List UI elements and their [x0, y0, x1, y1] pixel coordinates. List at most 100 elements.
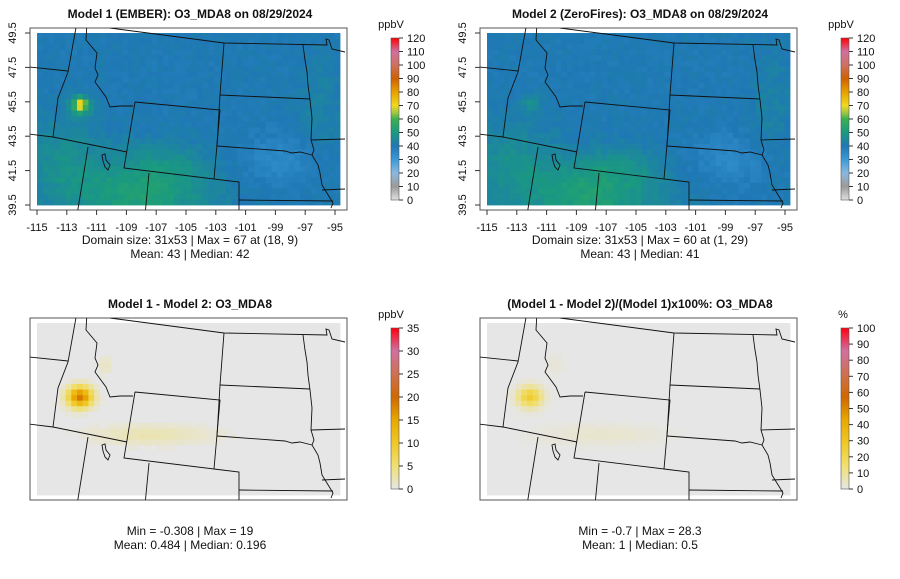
heatmap-cell [259, 138, 267, 145]
heatmap-cell [538, 33, 545, 39]
heatmap-cell [48, 94, 55, 100]
heatmap-cell [521, 188, 528, 195]
heatmap-cell [42, 110, 49, 117]
heatmap-cell [242, 60, 249, 67]
heatmap-cell [767, 105, 774, 112]
heatmap-cell [715, 116, 722, 123]
heatmap-cell [185, 400, 192, 407]
heatmap-cell [185, 356, 192, 363]
heatmap-cell [48, 445, 55, 452]
heatmap-cell [202, 372, 209, 379]
heatmap-cell [492, 99, 499, 106]
heatmap-cell [584, 33, 591, 39]
heatmap-cell [334, 395, 341, 402]
heatmap-cell [162, 166, 169, 173]
heatmap-cell [658, 171, 665, 178]
heatmap-cell [259, 456, 267, 463]
heatmap-cell [487, 55, 494, 62]
heatmap-cell [567, 82, 574, 89]
heatmap-cell [299, 372, 307, 379]
heatmap-cell [42, 456, 49, 463]
heatmap-cell [168, 149, 175, 156]
heatmap-cell [282, 188, 289, 195]
heatmap-cell [271, 193, 278, 200]
heatmap-cell [509, 188, 516, 195]
heatmap-cell [94, 177, 101, 184]
heatmap-cell [572, 177, 579, 184]
heatmap-cell [99, 66, 107, 73]
heatmap-cell [277, 406, 284, 413]
heatmap-cell [538, 199, 545, 206]
heatmap-cell [299, 350, 307, 357]
heatmap-cell [48, 450, 55, 457]
heatmap-cell [231, 171, 238, 178]
heatmap-cell [214, 372, 221, 379]
heatmap-cell [225, 378, 232, 385]
heatmap-cell [492, 88, 499, 95]
heatmap-cell [59, 345, 66, 352]
heatmap-cell [202, 339, 209, 346]
heatmap-cell [259, 71, 267, 78]
heatmap-cell [299, 450, 307, 457]
heatmap-cell [117, 417, 124, 424]
heatmap-cell [595, 143, 602, 150]
colorbar-tick-label: 110 [407, 47, 425, 59]
heatmap-cell [709, 199, 717, 206]
heatmap-cell [772, 155, 779, 162]
heatmap-cell [772, 127, 779, 134]
heatmap-cell [191, 350, 198, 357]
heatmap-cell [88, 94, 95, 100]
heatmap-cell [225, 361, 232, 368]
heatmap-cell [42, 155, 49, 162]
heatmap-cell [624, 33, 631, 39]
heatmap-cell [709, 155, 717, 162]
heatmap-cell [311, 456, 318, 463]
heatmap-cell [71, 367, 78, 374]
heatmap-cell [572, 44, 579, 51]
heatmap-cell [157, 60, 164, 67]
heatmap-cell [492, 94, 499, 100]
heatmap-cell [578, 60, 585, 67]
heatmap-cell [139, 121, 147, 128]
heatmap-cell [294, 66, 301, 73]
heatmap-cell [59, 160, 66, 167]
heatmap-cell [521, 116, 528, 123]
heatmap-cell [174, 193, 181, 200]
heatmap-cell [487, 116, 494, 123]
heatmap-cell [94, 334, 101, 341]
heatmap-cell [527, 55, 534, 62]
heatmap-cell [492, 77, 499, 84]
heatmap-cell [669, 143, 677, 150]
y-tick-label: 39.5 [7, 194, 19, 215]
heatmap-cell [48, 193, 55, 200]
heatmap-cell [521, 55, 528, 62]
heatmap-cell [65, 160, 72, 167]
heatmap-cell [618, 132, 625, 139]
heatmap-cell [59, 334, 66, 341]
heatmap-cell [71, 356, 78, 363]
heatmap-cell [237, 334, 244, 341]
heatmap-cell [305, 44, 312, 51]
heatmap-cell [174, 422, 181, 429]
heatmap-cell [288, 478, 295, 485]
heatmap-cell [65, 77, 72, 84]
heatmap-cell [322, 356, 329, 363]
heatmap-cell [572, 55, 579, 62]
heatmap-cell [305, 367, 312, 374]
heatmap-cell [117, 450, 124, 457]
heatmap-cell [749, 99, 757, 106]
heatmap-cell [509, 44, 516, 51]
heatmap-cell [328, 345, 335, 352]
heatmap-cell [65, 71, 72, 78]
heatmap-cell [111, 94, 118, 100]
heatmap-cell [681, 138, 688, 145]
heatmap-cell [635, 77, 642, 84]
heatmap-cell [322, 439, 329, 446]
heatmap-cell [282, 378, 289, 385]
heatmap-cell [202, 71, 209, 78]
heatmap-cell [65, 132, 72, 139]
heatmap-cell [744, 44, 751, 51]
heatmap-cell [151, 417, 158, 424]
heatmap-cell [669, 199, 677, 206]
heatmap-cell [601, 88, 608, 95]
